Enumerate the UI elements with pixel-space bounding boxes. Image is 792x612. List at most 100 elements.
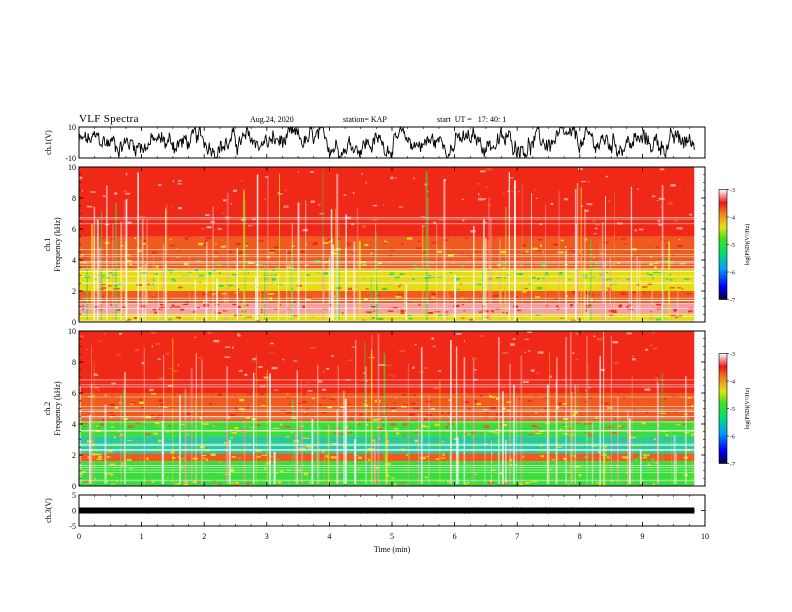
- ch1-spectrogram-texel: [135, 227, 139, 230]
- ch2-spectrogram-texel: [197, 357, 203, 359]
- ch1-spectrogram-texel: [309, 171, 314, 173]
- ch1-spectrogram-texel: [478, 195, 482, 198]
- ch1-spectrogram-texel: [272, 269, 276, 271]
- ch2-spectrogram-texel: [150, 445, 154, 447]
- ch2-spectrogram-texel: [641, 331, 646, 334]
- ch2-spectrogram-texel: [334, 384, 336, 387]
- ch2-spectrogram-texel: [168, 340, 171, 342]
- ch2-spectrogram-streak: [673, 435, 676, 484]
- ch1-spectrogram-texel: [448, 286, 452, 288]
- ch2-spectrogram-texel: [326, 418, 331, 421]
- ch2-spectrogram-texel: [401, 447, 406, 450]
- ch2-spectrogram-texel: [187, 413, 192, 415]
- ch2-spectrogram-texel: [563, 408, 566, 410]
- ch2-spectrogram-texel: [258, 476, 260, 479]
- ch2-spectrogram-texel: [464, 433, 467, 436]
- ch1-spectrogram-texel: [664, 278, 667, 280]
- ch1-spectrogram-texel: [476, 317, 479, 320]
- ch1-spectrogram-texel: [205, 237, 212, 240]
- ch2-spectrogram-texel: [531, 424, 538, 428]
- ch2-spectrogram-texel: [199, 390, 203, 393]
- ch1-spectrogram-texel: [492, 200, 496, 203]
- ch2-spectrogram-texel: [468, 361, 472, 364]
- ch2-spectrogram-streak: [516, 397, 518, 484]
- ch1-spectrogram-texel: [325, 222, 332, 224]
- ch1-spectrogram-texel: [173, 279, 176, 282]
- ch1-spectrogram-texel: [512, 228, 516, 231]
- ch2-spectrogram-streak: [243, 420, 246, 484]
- ch1-spectrogram-texel: [216, 263, 221, 266]
- ch1-spectrogram-texel: [469, 299, 472, 301]
- ch2-spectrogram-texel: [513, 349, 519, 353]
- ch2-spectrogram-texel: [399, 350, 406, 352]
- ch1-spectrogram-texel: [116, 308, 121, 311]
- ch1-spectrogram-texel: [158, 181, 162, 183]
- ch2-spectrogram-texel: [563, 458, 567, 460]
- ch2-spectrogram-texel: [512, 338, 516, 340]
- ch1-spectrogram-texel: [596, 237, 600, 240]
- ch1-spectrogram-texel: [549, 178, 555, 180]
- ch1-spectrogram-texel: [454, 237, 456, 239]
- ch1-spectrogram-texel: [589, 201, 591, 203]
- ch1-spectrogram-texel: [197, 169, 203, 172]
- ch2-spectrogram-texel: [118, 436, 120, 439]
- ch1-spectrogram-texel: [305, 175, 308, 177]
- ch1-spectrogram-texel: [669, 273, 672, 276]
- ch1-spectrogram-texel: [445, 217, 451, 220]
- ch2-spectrogram-texel: [577, 343, 580, 346]
- ch1-spectrogram-texel: [542, 251, 544, 253]
- ch2-spectrogram-texel: [107, 450, 113, 453]
- ch2-spectrogram-texel: [366, 438, 372, 440]
- ch2-spectrogram-texel: [276, 456, 282, 459]
- ch2-spectrogram-texel: [321, 450, 325, 453]
- ch1-spectrogram-texel: [524, 252, 528, 254]
- ch1-spectrogram-texel: [100, 237, 105, 240]
- ch1-spectrogram-texel: [177, 183, 182, 185]
- ch2-spectrogram-texel: [105, 481, 108, 483]
- ch2-spectrogram-texel: [155, 356, 159, 359]
- ch1-spectrogram-texel: [201, 227, 205, 230]
- ch1-spectrogram-texel: [230, 266, 235, 269]
- ch1-spectrogram-texel: [276, 262, 280, 265]
- ch1-waveform-ytick-label: -10: [65, 154, 76, 163]
- ch1-spectrogram-texel: [204, 240, 208, 242]
- ch1-spectrogram-texel: [363, 189, 365, 191]
- ch2-spectrogram-texel: [318, 403, 322, 406]
- ch2-spectrogram-texel: [258, 431, 265, 433]
- ch2-spectrogram-texel: [603, 483, 606, 486]
- ch2-spectrogram-texel: [284, 425, 291, 428]
- ch2-spectrogram-texel: [597, 470, 600, 472]
- ch1-spectrogram-texel: [470, 168, 475, 170]
- ch1-spectrogram-streak: [96, 219, 99, 320]
- ch2-spectrogram-texel: [144, 433, 151, 436]
- ch1-spectrogram-streak: [353, 241, 356, 320]
- ch1-spectrogram-texel: [651, 195, 656, 198]
- ch1-spectrogram-texel: [317, 271, 319, 274]
- ch2-spectrogram-texel: [434, 423, 440, 426]
- ch2-spectrogram-texel: [551, 459, 555, 461]
- ch1-spectrogram-texel: [171, 304, 175, 307]
- ch1-spectrogram-texel: [314, 293, 319, 295]
- ch1-spectrogram-texel: [427, 190, 429, 193]
- ch2-spectrogram-streak: [317, 364, 319, 484]
- ch2-spectrogram-texel: [164, 389, 167, 392]
- ch2-spectrogram-texel: [99, 439, 103, 442]
- ch1-spectrogram-texel: [263, 275, 269, 277]
- ch2-spectrogram-texel: [246, 352, 253, 355]
- ch1-spectrogram-texel: [245, 311, 248, 313]
- ch1-spectrogram-texel: [239, 269, 245, 271]
- ch1-spectrogram-texel: [398, 285, 401, 288]
- ch1-spectrogram-texel: [584, 209, 589, 212]
- date-label: Aug.24, 2020: [250, 115, 294, 124]
- ch2-spectrogram-streak: [439, 380, 441, 484]
- ch1-spectrogram-texel: [226, 261, 228, 264]
- ch2-spectrogram-texel: [104, 332, 106, 336]
- ch2-spectrogram-texel: [116, 353, 121, 356]
- ch2-spectrogram-texel: [145, 332, 148, 335]
- ch2-spectrogram-texel: [363, 450, 368, 452]
- ch1-spectrogram-texel: [685, 187, 689, 190]
- ch2-spectrogram-streak: [201, 359, 203, 484]
- ch2-spectrogram-texel: [572, 414, 576, 417]
- ch1-spectrogram-texel: [567, 300, 572, 304]
- ch1-spectrogram-texel: [273, 246, 280, 249]
